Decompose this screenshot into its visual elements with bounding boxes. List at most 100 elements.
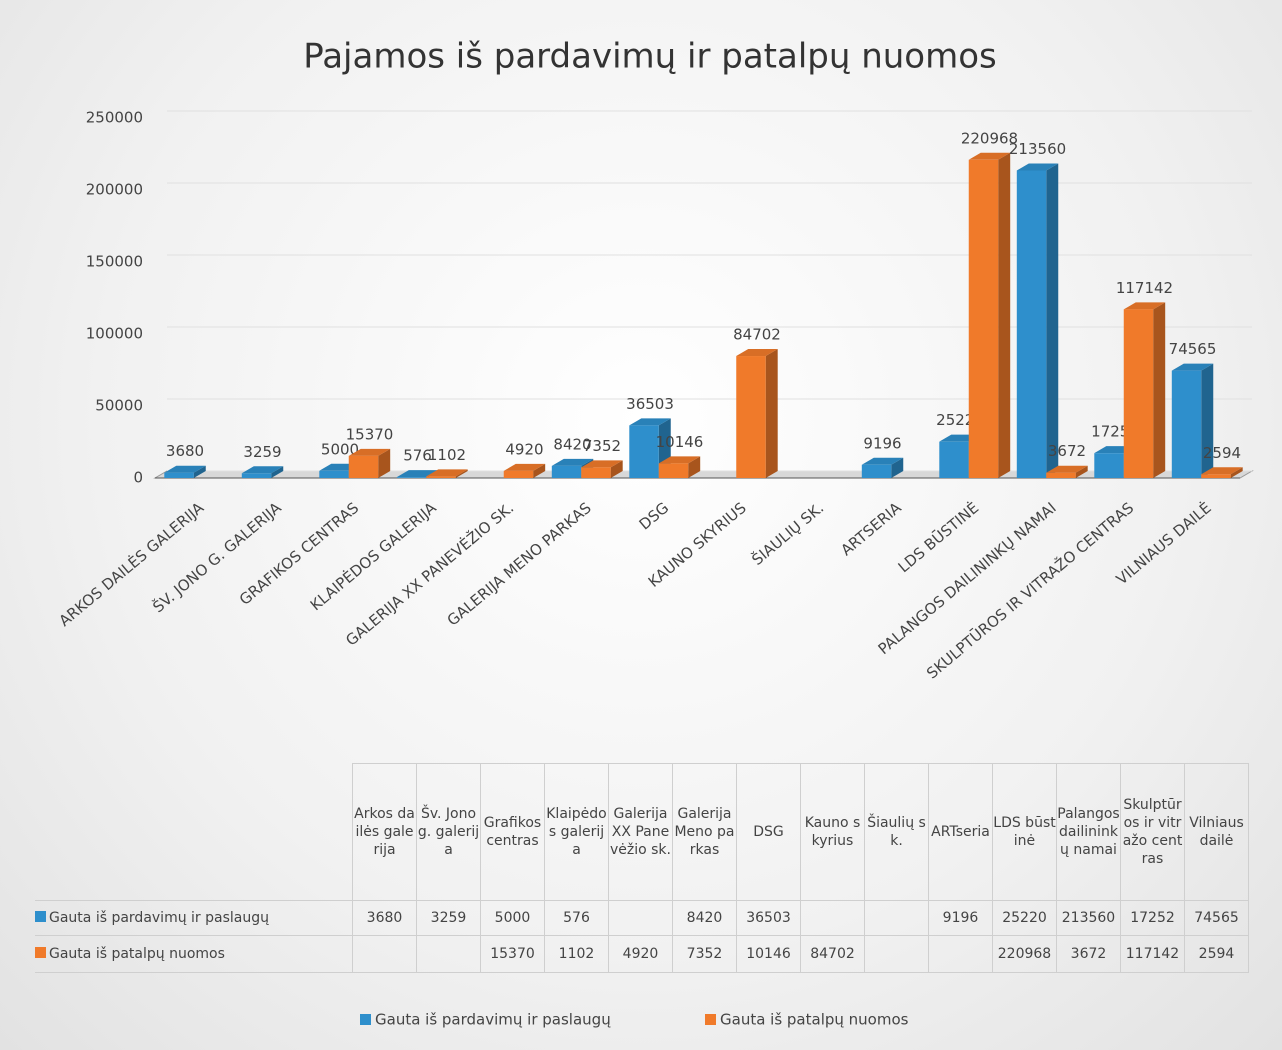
y-tick-label: 0 <box>133 469 143 487</box>
bar-top <box>1123 302 1166 310</box>
data-label: 4920 <box>505 440 543 458</box>
row-label: Gauta iš pardavimų ir paslaugų <box>49 910 269 926</box>
bar-top <box>861 457 904 465</box>
x-tick-label: ARTSERIA <box>837 498 905 559</box>
bar <box>1094 453 1124 478</box>
bar <box>503 470 534 478</box>
table-value: 7352 <box>672 935 737 973</box>
table-value: 74565 <box>1184 900 1249 936</box>
bar-side <box>271 466 284 478</box>
table-value: 9196 <box>928 900 993 936</box>
column-header: Kauno skyrius <box>800 763 865 901</box>
chart-title: Pajamos iš pardavimų ir patalpų nuomos <box>303 37 997 77</box>
bar <box>319 470 349 478</box>
data-label: 576 <box>403 447 432 465</box>
bar-side <box>533 463 546 478</box>
data-label: 3672 <box>1048 442 1086 460</box>
table-value: 5000 <box>480 900 545 936</box>
bar <box>164 472 194 478</box>
data-label: 117142 <box>1116 279 1173 297</box>
data-label: 10146 <box>656 433 704 451</box>
table-value: 1102 <box>544 935 609 973</box>
row-header: Gauta iš patalpų nuomos <box>35 935 353 973</box>
bar-side <box>1046 163 1059 478</box>
table-value <box>416 935 481 973</box>
table-value: 8420 <box>672 900 737 936</box>
table-value <box>352 935 417 973</box>
data-label: 74565 <box>1169 340 1217 358</box>
data-label: 3680 <box>166 442 204 460</box>
column-header: ARTseria <box>928 763 993 901</box>
bar <box>1016 170 1047 478</box>
y-tick-label: 150000 <box>86 253 143 271</box>
table-value: 3259 <box>416 900 481 936</box>
data-label: 7352 <box>583 437 621 455</box>
bar-top <box>426 469 468 477</box>
x-tick-label: GALERIJA MENO PARKAS <box>444 499 595 630</box>
table-value: 213560 <box>1056 900 1121 936</box>
table-value <box>864 900 929 936</box>
table-value: 2594 <box>1184 935 1249 973</box>
bar <box>968 159 999 478</box>
column-header: Šv. Jono g. galerija <box>416 763 481 901</box>
x-tick-label: KLAIPĖDOS GALERIJA <box>306 497 440 614</box>
row-label: Gauta iš patalpų nuomos <box>49 946 225 962</box>
data-label: 220968 <box>961 129 1018 147</box>
data-table: Arkos dailės galerija Šv. Jono g. galerij… <box>35 763 1249 973</box>
table-value <box>800 900 865 936</box>
data-label: 2594 <box>1203 444 1241 462</box>
bar <box>1046 472 1076 478</box>
column-header: Galerija XX Panevėžio sk. <box>608 763 673 901</box>
bar-side <box>1201 363 1214 478</box>
bar-top <box>503 463 546 471</box>
bar <box>629 425 659 478</box>
table-value <box>864 935 929 973</box>
table-value: 84702 <box>800 935 865 973</box>
column-header: Palangos dailininkų namai <box>1056 763 1121 901</box>
table-value: 117142 <box>1120 935 1185 973</box>
bar-top <box>348 448 391 456</box>
table-value: 3680 <box>352 900 417 936</box>
data-label: 213560 <box>1009 140 1066 158</box>
bar <box>861 464 892 478</box>
column-header: Galerija Meno parkas <box>672 763 737 901</box>
data-label: 5000 <box>321 440 359 458</box>
legend-swatch <box>35 911 46 922</box>
data-label: 84702 <box>733 326 781 344</box>
data-label: 3259 <box>243 443 281 461</box>
bar-top <box>968 152 1011 160</box>
bar-side <box>1230 467 1243 478</box>
table-value <box>608 900 673 936</box>
legend-swatch <box>705 1014 716 1025</box>
bar-side <box>378 448 391 478</box>
bar-top <box>736 349 778 357</box>
bar-top <box>1201 467 1243 475</box>
bar-side <box>891 457 904 478</box>
bar <box>426 476 456 478</box>
y-tick-label: 200000 <box>86 181 143 199</box>
bar <box>1171 370 1202 478</box>
data-label: 8420 <box>553 435 591 453</box>
column-header: Grafikos centras <box>480 763 545 901</box>
bar-side <box>998 152 1011 478</box>
bar <box>241 473 272 478</box>
x-tick-label: ŠV. JONO G. GALERIJA <box>149 497 286 616</box>
bar-top <box>396 470 439 478</box>
x-tick-label: DSG <box>636 499 673 534</box>
bar <box>939 441 969 478</box>
x-tick-label: ŠIAULIŲ SK. <box>748 498 828 569</box>
data-label: 1102 <box>428 446 466 464</box>
data-label: 9196 <box>863 434 901 452</box>
bar <box>736 356 766 478</box>
column-header: Klaipėdos galerija <box>544 763 609 901</box>
bar-side <box>1075 465 1088 478</box>
bar <box>581 467 611 478</box>
table-value: 15370 <box>480 935 545 973</box>
row-header: Gauta iš pardavimų ir paslaugų <box>35 900 353 936</box>
bar-side <box>455 469 468 478</box>
data-label: 15370 <box>346 425 394 443</box>
column-header: DSG <box>736 763 801 901</box>
y-tick-label: 50000 <box>95 397 143 415</box>
